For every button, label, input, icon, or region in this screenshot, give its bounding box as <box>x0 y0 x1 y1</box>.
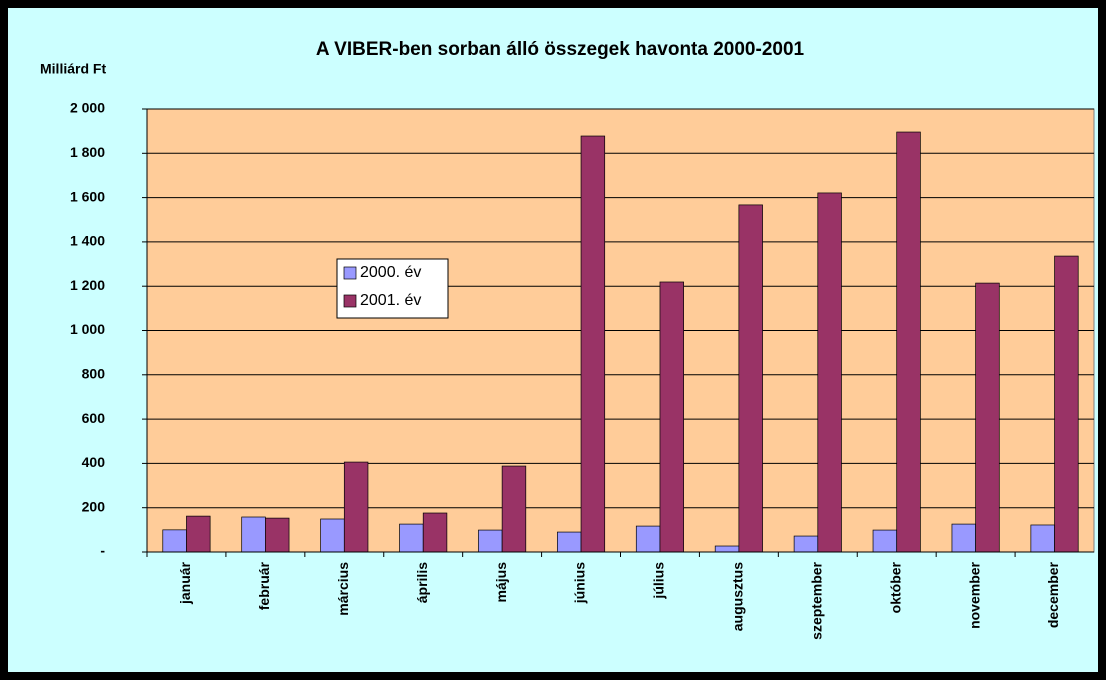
bar <box>635 525 661 553</box>
bar <box>1054 255 1079 553</box>
y-tick-label: 1 600 <box>70 188 105 204</box>
bar <box>872 529 898 553</box>
legend-label: 2000. év <box>360 264 421 281</box>
legend-label: 2001. év <box>360 292 421 309</box>
chart-title: A VIBER-ben sorban álló összegek havonta… <box>316 39 805 60</box>
bar <box>265 517 290 553</box>
bar <box>557 531 582 553</box>
bar <box>241 516 266 553</box>
y-tick-label: 1 000 <box>70 321 105 337</box>
y-tick-label: 600 <box>82 410 106 426</box>
x-tick-label: július <box>651 562 667 600</box>
x-tick-label: április <box>414 562 430 603</box>
bar <box>580 135 606 553</box>
bar <box>738 204 763 553</box>
y-tick-label: 2 000 <box>70 100 105 116</box>
x-tick-label: június <box>572 562 588 604</box>
bar <box>793 535 819 553</box>
y-tick-label: 1 200 <box>70 277 105 293</box>
bar <box>896 131 921 553</box>
x-tick-label: november <box>966 561 982 628</box>
y-tick-label: 1 800 <box>70 144 105 160</box>
y-tick-label: 800 <box>82 366 106 382</box>
bar <box>162 529 187 553</box>
x-tick-label: augusztus <box>730 562 746 631</box>
y-tick-label: - <box>100 543 105 559</box>
bar <box>399 523 424 553</box>
legend-swatch <box>343 266 357 280</box>
y-axis-label: Milliárd Ft <box>40 61 106 77</box>
y-tick-label: 200 <box>82 498 106 514</box>
bar <box>422 512 448 553</box>
bar <box>817 192 842 553</box>
x-tick-label: szeptember <box>808 561 824 639</box>
bar <box>478 529 503 553</box>
x-tick-label: október <box>887 561 903 613</box>
bar <box>501 465 527 553</box>
x-tick-label: május <box>493 562 509 603</box>
x-tick-label: január <box>177 561 193 605</box>
bar <box>343 461 369 553</box>
legend-swatch <box>343 294 357 308</box>
bar <box>951 523 976 553</box>
y-tick-label: 1 400 <box>70 233 105 249</box>
x-tick-label: március <box>335 562 351 616</box>
bar <box>1030 524 1055 553</box>
bar <box>320 518 345 553</box>
y-tick-label: 400 <box>82 454 106 470</box>
bar <box>186 515 211 553</box>
bar <box>975 282 1000 553</box>
x-tick-label: február <box>256 561 272 610</box>
bar <box>659 281 684 553</box>
bar <box>714 545 740 553</box>
x-tick-label: december <box>1045 561 1061 628</box>
